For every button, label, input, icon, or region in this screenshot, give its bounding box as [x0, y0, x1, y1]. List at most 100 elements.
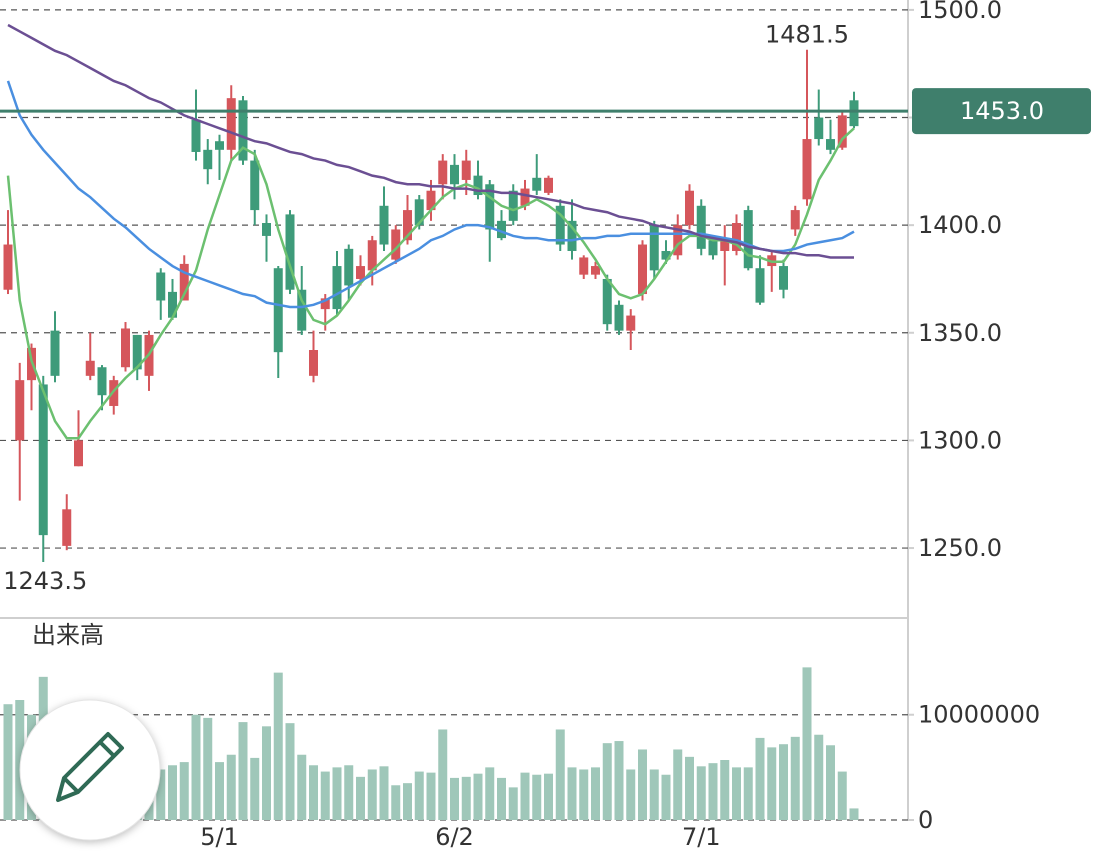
volume-bar	[790, 736, 800, 820]
candle-body	[438, 160, 448, 185]
volume-bar	[497, 777, 506, 820]
volume-bar	[344, 765, 354, 820]
moving-average-line	[6, 80, 855, 309]
volume-bar	[520, 772, 530, 820]
candle-body	[226, 98, 236, 150]
candle-body	[168, 291, 177, 318]
candle-body	[743, 210, 753, 269]
volume-bar	[297, 754, 307, 820]
high-label: 1481.5	[765, 21, 849, 49]
volume-bar	[309, 765, 318, 820]
volume-bar	[226, 754, 236, 820]
candle-body	[614, 304, 624, 331]
candle-body	[62, 509, 72, 546]
candle-body	[320, 298, 330, 310]
volume-bar	[743, 767, 753, 820]
volume-bar	[285, 723, 295, 820]
candle-body	[567, 220, 577, 251]
volume-bar	[661, 774, 671, 820]
volume-bar	[191, 714, 201, 820]
panel-title: 出来高	[32, 621, 104, 649]
candle-body	[814, 117, 824, 140]
candle-body	[121, 328, 130, 368]
last-price-label: 1453.0	[960, 97, 1044, 125]
y-tick-label: 0	[918, 806, 933, 834]
candle-body	[602, 278, 612, 325]
candle-body	[97, 367, 107, 396]
candle-body	[485, 184, 495, 230]
candle-body	[661, 250, 671, 260]
candle-body	[790, 210, 800, 230]
x-tick-label: 6/2	[435, 823, 474, 851]
volume-bar	[426, 772, 436, 820]
volume-bar	[826, 745, 835, 820]
candle-body	[673, 225, 683, 256]
candle-body	[3, 244, 13, 290]
candle-body	[779, 266, 788, 290]
volume-bar	[849, 808, 859, 820]
volume-bar	[379, 766, 389, 820]
pencil-icon[interactable]	[56, 732, 124, 802]
volume-bar	[696, 766, 706, 820]
button-circle[interactable]	[19, 699, 161, 841]
volume-bar	[708, 763, 718, 820]
volume-bar	[544, 773, 553, 820]
candle-body	[203, 149, 213, 170]
volume-bar	[555, 729, 565, 820]
volume-bar	[732, 767, 741, 820]
volume-bar	[473, 773, 483, 820]
candle-body	[273, 268, 283, 353]
candle-body	[755, 268, 765, 303]
volume-bar	[356, 776, 365, 820]
candle-body	[544, 177, 553, 193]
candle-body	[74, 440, 83, 467]
candle-body	[450, 164, 459, 185]
volume-bar	[591, 767, 600, 820]
volume-bar	[15, 700, 25, 820]
candle-body	[238, 100, 248, 161]
edit-button[interactable]	[19, 699, 161, 841]
candle-body	[802, 139, 812, 200]
volume-bar	[814, 734, 824, 820]
volume-bar	[614, 741, 624, 820]
candle-body	[109, 380, 119, 406]
volume-bar	[203, 717, 213, 820]
volume-bar	[802, 667, 812, 820]
candle-body	[379, 205, 389, 245]
x-tick-label: 7/1	[682, 823, 721, 851]
volume-bar	[720, 760, 730, 820]
candle-body	[191, 119, 201, 152]
candle-body	[696, 205, 706, 249]
candle-body	[215, 141, 224, 150]
volume-bar	[673, 749, 683, 820]
candle-body	[520, 188, 530, 206]
volume-bar	[262, 726, 271, 820]
y-tick-label: 10000000	[918, 701, 1040, 729]
volume-bar	[168, 765, 177, 820]
candle-body	[473, 175, 483, 196]
volume-bar	[450, 777, 459, 820]
y-tick-label: 1350.0	[918, 319, 1002, 347]
candle-body	[344, 248, 354, 286]
volume-bar	[332, 767, 342, 820]
candle-body	[50, 330, 60, 376]
candle-body	[508, 190, 518, 221]
volume-bar	[3, 704, 13, 820]
x-tick-label: 5/1	[200, 823, 239, 851]
volume-bar	[403, 783, 412, 820]
volume-bar	[461, 776, 471, 820]
y-tick-label: 1250.0	[918, 534, 1002, 562]
candle-body	[85, 360, 95, 376]
volume-bar	[532, 774, 542, 820]
candle-body	[356, 266, 365, 279]
volume-bar	[755, 737, 765, 820]
candle-body	[391, 229, 401, 260]
volume-bar	[779, 744, 788, 820]
volume-bar	[438, 729, 448, 820]
candle-body	[156, 272, 166, 301]
candle-body	[403, 210, 412, 241]
volume-bar	[579, 769, 589, 820]
candle-body	[426, 190, 436, 211]
candle-body	[732, 223, 741, 251]
